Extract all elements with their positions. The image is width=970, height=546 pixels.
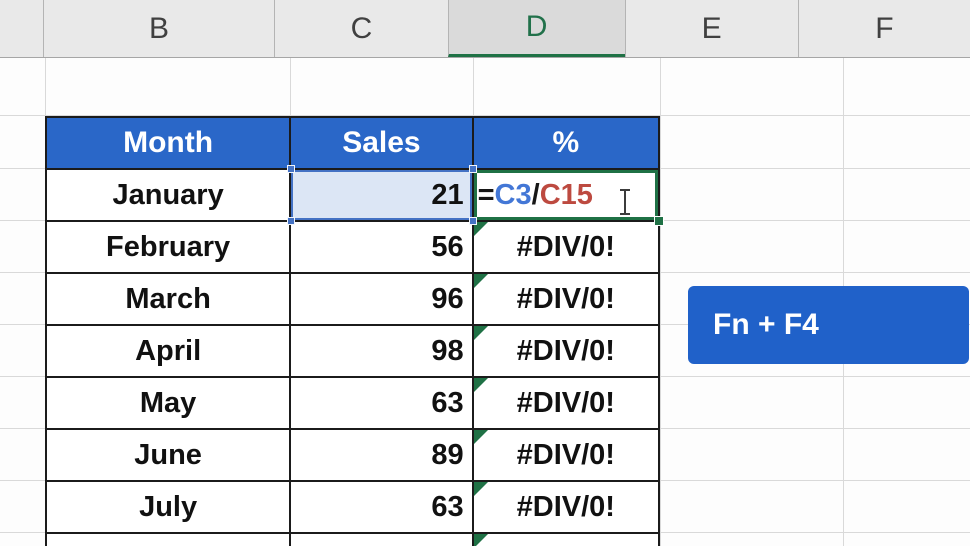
column-header-b[interactable]: B [42,0,275,57]
formula-ref-c3: C3 [494,178,532,211]
error-value: #DIV/0! [516,334,615,367]
error-value: #DIV/0! [516,282,615,315]
header-cell-month[interactable]: Month [47,118,292,170]
error-indicator-triangle-icon [473,274,488,288]
column-header-strip: B C D E F [0,0,970,58]
gridline [0,115,970,116]
table-row: March 96 #DIV/0! [47,274,660,326]
cell-sales[interactable]: 56 [291,222,474,274]
reference-corner-handle[interactable] [468,217,477,225]
cell-month[interactable]: March [47,274,292,326]
text-cursor-icon [617,188,633,224]
column-header-a[interactable] [0,0,43,57]
cell-month[interactable]: January [47,170,292,222]
cell-percent[interactable]: #DIV/0! [473,482,660,534]
gridline [660,58,661,546]
error-value: #DIV/0! [516,490,615,523]
table-row: January 21 = C3/C15 [47,165,664,226]
shortcut-badge-label: Fn + F4 [713,308,819,341]
formula-ref-c15: C15 [539,178,593,211]
header-cell-sales[interactable]: Sales [291,118,474,170]
table-row: May 63 #DIV/0! [47,378,660,430]
cell-month[interactable]: June [47,430,292,482]
fill-handle[interactable] [654,216,664,226]
column-header-c[interactable]: C [274,0,447,57]
column-header-f[interactable]: F [797,0,970,57]
error-indicator-triangle-icon [473,430,488,444]
shortcut-badge: Fn + F4 [688,286,969,364]
formula-divide-operator: / [531,178,540,211]
referenced-cell-C3[interactable]: 21 [287,165,477,225]
cell-percent[interactable]: #DIV/0! [473,274,660,326]
reference-corner-handle[interactable] [287,165,296,173]
data-table: Month Sales % January 21 = C3/C15 February 56… [45,116,664,546]
error-value: #DIV/0! [516,230,615,263]
error-indicator-triangle-icon [473,378,488,392]
cell-percent[interactable]: #DIV/0! [473,378,660,430]
error-indicator-triangle-icon [473,482,488,496]
cell-sales[interactable]: 63 [291,378,474,430]
error-indicator-triangle-icon [473,326,488,340]
active-formula-cell-D3[interactable]: = C3/C15 [473,170,664,226]
table-row: July 63 #DIV/0! [47,482,660,534]
error-value: #DIV/0! [516,386,615,419]
cell-month[interactable]: May [47,378,292,430]
cell-sales[interactable]: 98 [291,326,474,378]
cell-sales[interactable]: 63 [291,482,474,534]
reference-corner-handle[interactable] [468,165,477,173]
reference-corner-handle[interactable] [287,217,296,225]
table-row [47,534,660,546]
cell-month[interactable] [47,534,292,546]
error-indicator-triangle-icon [473,534,488,546]
cell-percent[interactable]: #DIV/0! [473,430,660,482]
table-row: June 89 #DIV/0! [47,430,660,482]
cell-month[interactable]: February [47,222,292,274]
cell-sales[interactable]: 96 [291,274,474,326]
error-indicator-triangle-icon [473,222,488,236]
cell-percent[interactable]: #DIV/0! [473,326,660,378]
cell-month[interactable]: July [47,482,292,534]
cell-percent[interactable] [473,534,660,546]
cell-sales[interactable]: 89 [291,430,474,482]
table-row: February 56 #DIV/0! [47,222,660,274]
table-row: April 98 #DIV/0! [47,326,660,378]
cell-month[interactable]: April [47,326,292,378]
column-header-e[interactable]: E [624,0,798,57]
column-header-d[interactable]: D [447,0,625,57]
formula-equals: = [477,178,495,211]
error-value: #DIV/0! [516,438,615,471]
header-cell-percent[interactable]: % [473,118,660,170]
cell-percent[interactable]: #DIV/0! [473,222,660,274]
table-header-row: Month Sales % [47,118,660,170]
cell-sales[interactable] [291,534,474,546]
